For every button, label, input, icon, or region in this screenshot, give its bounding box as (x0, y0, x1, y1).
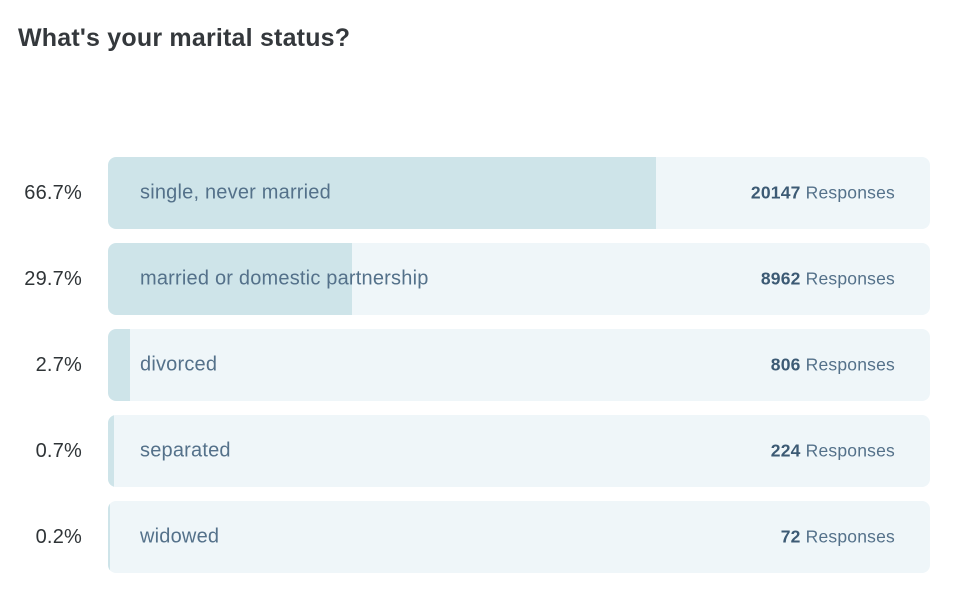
response-count: 8962 Responses (761, 269, 895, 290)
response-count-suffix: Responses (805, 268, 895, 289)
category-label: single, never married (140, 181, 331, 204)
category-label: married or domestic partnership (140, 267, 429, 290)
response-count: 20147 Responses (751, 183, 895, 204)
bar-fill (108, 157, 657, 229)
response-count-number: 224 (770, 440, 801, 461)
response-count: 72 Responses (781, 527, 895, 548)
bar-track: divorced 806 Responses (108, 329, 930, 401)
response-count-suffix: Responses (805, 182, 895, 203)
chart-row: 0.7% separated 224 Responses (0, 415, 964, 487)
response-count-number: 72 (780, 526, 801, 547)
category-label: separated (140, 439, 231, 462)
response-count-suffix: Responses (805, 354, 895, 375)
bar-fill (108, 415, 114, 487)
percent-label: 0.2% (35, 525, 82, 548)
bar-track: widowed 72 Responses (108, 501, 930, 573)
response-count-suffix: Responses (805, 526, 895, 547)
question-title: What's your marital status? (18, 24, 351, 52)
bar-track: separated 224 Responses (108, 415, 930, 487)
response-count-number: 806 (770, 354, 801, 375)
chart-row: 0.2% widowed 72 Responses (0, 501, 964, 573)
percent-label: 66.7% (24, 181, 82, 204)
percent-label: 0.7% (35, 439, 82, 462)
percent-label: 29.7% (24, 267, 82, 290)
response-count-suffix: Responses (805, 440, 895, 461)
survey-bar-chart: 66.7% single, never married 20147 Respon… (0, 157, 964, 587)
bar-fill (108, 243, 353, 315)
response-count: 224 Responses (771, 441, 895, 462)
bar-fill (108, 329, 131, 401)
response-count: 806 Responses (771, 355, 895, 376)
bar-track: single, never married 20147 Responses (108, 157, 930, 229)
response-count-number: 8962 (760, 268, 801, 289)
response-count-number: 20147 (750, 182, 801, 203)
bar-track: married or domestic partnership 8962 Res… (108, 243, 930, 315)
category-label: widowed (140, 525, 220, 548)
percent-label: 2.7% (35, 353, 82, 376)
chart-row: 2.7% divorced 806 Responses (0, 329, 964, 401)
chart-row: 66.7% single, never married 20147 Respon… (0, 157, 964, 229)
bar-fill (108, 501, 110, 573)
chart-row: 29.7% married or domestic partnership 89… (0, 243, 964, 315)
category-label: divorced (140, 353, 218, 376)
